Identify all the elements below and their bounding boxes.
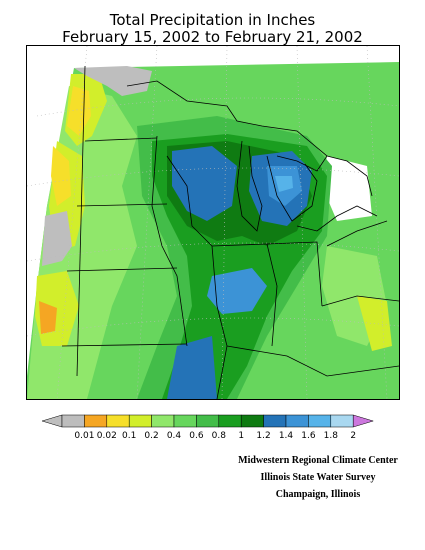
map-title: Total Precipitation in Inches February 1… <box>0 12 425 46</box>
legend-label: 1.8 <box>324 431 339 441</box>
legend-bin <box>263 414 287 428</box>
legend-arrow-below <box>41 414 63 428</box>
legend-bin <box>173 414 197 428</box>
dry-zone-west-orange <box>51 146 71 206</box>
legend-bar: 0.01 0.02 0.1 0.2 0.4 0.6 0.8 1 1.2 1.4 1.6 1.8 2 <box>41 414 375 441</box>
legend-bin <box>240 414 264 428</box>
dry-zone-southwest-orange <box>39 301 57 334</box>
legend-arrow-above <box>352 414 375 428</box>
blue-zone-michigan-lighter <box>275 176 293 192</box>
blue-zone-wisconsin <box>172 146 237 221</box>
credit-line-2: Illinois State Water Survey <box>260 472 376 483</box>
graticule <box>27 46 399 399</box>
credits: Midwestern Regional Climate Center Illin… <box>228 452 408 503</box>
legend-label: 0.2 <box>144 431 158 441</box>
legend-label: 0.1 <box>122 431 136 441</box>
legend-bin <box>128 414 152 428</box>
great-lakes-outline <box>126 80 378 232</box>
no-data-east-lakes <box>322 156 372 221</box>
legend-label: 1 <box>238 431 244 441</box>
legend-label: 0.01 <box>74 431 94 441</box>
precipitation-map <box>26 45 400 400</box>
no-data-west <box>42 211 72 266</box>
no-data-northwest <box>74 66 152 96</box>
legend-label: 1.2 <box>256 431 270 441</box>
legend-label: 0.02 <box>97 431 117 441</box>
legend-label: 0.6 <box>189 431 204 441</box>
legend-bin <box>151 414 175 428</box>
blue-zone-south <box>167 336 217 399</box>
title-line-1: Total Precipitation in Inches <box>109 11 316 29</box>
legend-label: 1.4 <box>279 431 294 441</box>
legend-bin <box>308 414 332 428</box>
legend-bin <box>330 414 354 428</box>
legend-label: 2 <box>350 431 356 441</box>
credit-line-1: Midwestern Regional Climate Center <box>238 455 398 466</box>
blue-zone-illinois <box>207 268 267 314</box>
legend-bin <box>285 414 309 428</box>
legend-bin <box>61 414 85 428</box>
legend-bins <box>41 414 375 428</box>
legend-labels: 0.01 0.02 0.1 0.2 0.4 0.6 0.8 1 1.2 1.4 1.6 1.8 2 <box>74 431 356 441</box>
color-legend: 0.01 0.02 0.1 0.2 0.4 0.6 0.8 1 1.2 1.4 1.6 1.8 2 <box>0 410 425 450</box>
title-line-2: February 15, 2002 to February 21, 2002 <box>62 28 363 46</box>
credit-line-3: Champaign, Illinois <box>275 489 361 500</box>
state-boundaries <box>61 65 399 399</box>
legend-label: 0.8 <box>212 431 227 441</box>
legend-bin <box>218 414 242 428</box>
map-canvas <box>27 46 399 399</box>
legend-label: 1.6 <box>301 431 316 441</box>
legend-bin <box>196 414 220 428</box>
legend-bin <box>84 414 108 428</box>
dry-zone-northwest-orange <box>67 86 91 136</box>
legend-bin <box>106 414 130 428</box>
legend-label: 0.4 <box>167 431 182 441</box>
